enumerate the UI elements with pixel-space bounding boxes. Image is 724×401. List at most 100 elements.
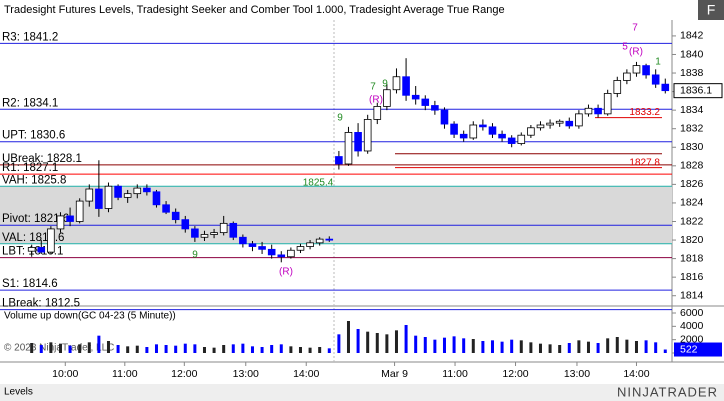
candle-body xyxy=(75,200,84,222)
candle-body xyxy=(47,228,55,253)
candle-body xyxy=(152,191,161,206)
volume-bar xyxy=(346,321,350,353)
volume-bar xyxy=(87,342,91,353)
segment-label: 1827.8 xyxy=(629,157,660,168)
volume-bar xyxy=(145,347,149,353)
candle-body xyxy=(239,236,247,245)
volume-bar xyxy=(615,337,619,353)
candle-body xyxy=(479,124,487,128)
y-tick-label: 1824 xyxy=(680,197,704,209)
candle-body xyxy=(344,132,353,165)
volume-bar xyxy=(279,344,283,353)
candle-body xyxy=(546,122,554,126)
volume-bar xyxy=(558,345,562,353)
volume-bar xyxy=(231,344,235,353)
volume-title: Volume up down(GC 04-23 (5 Minute)) xyxy=(4,311,176,322)
x-tick-label: 12:00 xyxy=(502,368,528,380)
candle-body xyxy=(258,246,266,250)
volume-bar xyxy=(164,345,168,353)
candle-body xyxy=(373,106,382,120)
annotation: (R) xyxy=(629,47,643,58)
candle-body xyxy=(133,187,142,195)
candle-body xyxy=(498,133,506,139)
last-volume-label: 522 xyxy=(680,343,698,355)
volume-bar xyxy=(327,348,331,353)
button-label[interactable]: F xyxy=(707,2,716,18)
volume-bar xyxy=(538,343,542,353)
candle-body xyxy=(431,105,439,111)
volume-bar xyxy=(202,347,206,353)
volume-bar xyxy=(433,339,437,353)
button[interactable] xyxy=(698,0,724,20)
candle-body xyxy=(325,238,334,241)
y-tick-label: 2000 xyxy=(680,333,704,345)
candle-body xyxy=(402,76,410,96)
volume-bar xyxy=(174,345,178,353)
volume-bar xyxy=(308,347,312,353)
volume-bar xyxy=(394,330,398,353)
y-tick-label: 1820 xyxy=(680,234,704,246)
candle-body xyxy=(651,74,660,85)
y-tick-label: 1840 xyxy=(680,48,704,60)
volume-bar xyxy=(596,343,600,353)
volume-bar xyxy=(634,341,638,353)
volume-bar xyxy=(193,344,197,353)
volume-bar xyxy=(30,343,34,353)
annotation: 1 xyxy=(655,57,661,68)
volume-bar xyxy=(577,340,581,353)
volume-bar xyxy=(500,341,504,353)
volume-bar xyxy=(414,335,418,353)
annotation: 7 xyxy=(632,23,638,34)
candle-body xyxy=(181,219,190,230)
y-tick-label: 1818 xyxy=(680,252,704,264)
candle-body xyxy=(66,215,74,222)
volume-bar xyxy=(270,345,274,353)
candle-body xyxy=(210,232,218,235)
candle-body xyxy=(171,211,180,221)
volume-bar xyxy=(471,339,475,353)
candle-body xyxy=(335,156,343,165)
annotation: 7 xyxy=(370,82,376,93)
y-tick-label: 1828 xyxy=(680,160,704,172)
logo: NINJATRADER xyxy=(617,384,718,399)
volume-bar xyxy=(49,342,53,353)
candle-body xyxy=(114,185,122,198)
volume-bar xyxy=(356,329,360,353)
candle-body xyxy=(315,238,324,244)
volume-bar xyxy=(452,336,456,353)
candle-body xyxy=(277,254,286,258)
volume-bar xyxy=(212,347,216,353)
volume-bar xyxy=(462,338,466,353)
candle-body xyxy=(575,113,583,127)
volume-bar xyxy=(106,341,110,353)
x-tick-label: 13:00 xyxy=(233,368,259,380)
level-label: Pivot: 1821.6 xyxy=(2,213,69,225)
x-tick-label: 14:00 xyxy=(623,368,649,380)
volume-bar xyxy=(116,345,120,353)
candle-body xyxy=(27,247,36,252)
x-tick-label: 10:00 xyxy=(52,368,78,380)
candle-body xyxy=(392,76,401,91)
candle-body xyxy=(421,98,430,106)
volume-bar xyxy=(375,333,379,353)
volume-bar xyxy=(337,334,341,353)
segment-label: 1833.2 xyxy=(629,107,660,118)
tab[interactable]: Levels xyxy=(4,387,33,398)
candle-body xyxy=(383,89,391,107)
candle-body xyxy=(267,248,276,256)
candle-body xyxy=(37,247,46,253)
volume-bar xyxy=(529,342,533,353)
level-label: UBreak: 1828.1 xyxy=(2,153,82,165)
candle-body xyxy=(411,94,420,100)
x-tick-label: 11:00 xyxy=(442,368,468,380)
candle-body xyxy=(459,133,468,139)
volume-bar xyxy=(260,347,264,353)
candle-body xyxy=(517,134,526,144)
volume-bar xyxy=(78,344,82,353)
volume-bar xyxy=(183,343,187,353)
annotation: 1825.4 xyxy=(303,178,334,189)
x-tick-label: 11:00 xyxy=(112,368,138,380)
volume-bar xyxy=(548,344,552,353)
volume-bar xyxy=(385,334,389,353)
